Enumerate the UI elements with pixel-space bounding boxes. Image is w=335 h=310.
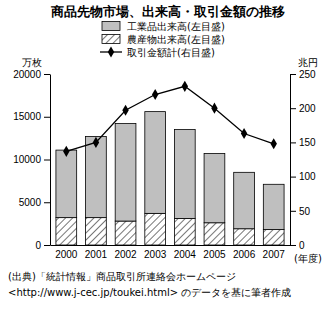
x-tick-label: 2002 — [114, 249, 137, 260]
marker — [211, 103, 217, 114]
y-tick-mark — [44, 245, 50, 246]
source-note: (出典)「統計情報」商品取引所連絡会ホームページ — [8, 271, 236, 282]
y-axis-title: 万枚 — [22, 57, 42, 68]
bar — [56, 218, 77, 245]
x-tick-label: 2000 — [55, 249, 78, 260]
bar — [145, 213, 166, 245]
bar — [174, 218, 195, 245]
x-tick: 2007 — [263, 245, 286, 260]
marker — [93, 137, 99, 148]
x-tick: 2003 — [144, 245, 167, 260]
y2-tick-mark — [290, 245, 296, 246]
x-axis-line — [51, 245, 291, 246]
x-tick-label: 2006 — [233, 249, 256, 260]
y2-tick-label: 150 — [299, 137, 316, 148]
x-tick: 2000 — [55, 245, 78, 260]
y-axis-line — [50, 75, 51, 246]
y2-tick-label: 50 — [299, 206, 311, 217]
chart: 商品先物市場、出来高・取引金額の推移万枚 兆円 0 5000 10000 15000 200… — [0, 0, 335, 310]
y-tick-label: 15000 — [13, 111, 41, 122]
y2-axis: 0 50 100 150 200 250 — [290, 69, 316, 251]
x-tick-label: 2003 — [144, 249, 167, 260]
marker — [241, 128, 247, 139]
y2-tick: 100 — [290, 171, 316, 182]
x-axis: 2000 2001 2002 2003 2004 2005 2006 2007 — [51, 245, 291, 260]
legend-label: 工業品出来高(左目盛) — [127, 21, 225, 32]
bar — [263, 230, 284, 245]
bar — [174, 130, 195, 219]
x-tick: 2005 — [203, 245, 226, 260]
marker — [270, 138, 276, 149]
y2-axis-line — [290, 75, 291, 246]
y2-tick-mark — [290, 74, 296, 75]
y2-tick-mark — [290, 142, 296, 143]
bar — [86, 136, 107, 217]
x-tick: 2002 — [114, 245, 137, 260]
y2-tick: 200 — [290, 103, 316, 114]
bar — [115, 221, 136, 245]
y2-tick-mark — [290, 108, 296, 109]
x-tick: 2001 — [85, 245, 108, 260]
y2-tick: 150 — [290, 137, 316, 148]
bar — [234, 229, 255, 245]
x-tick-label: 2004 — [174, 249, 197, 260]
bar — [263, 184, 284, 229]
x-tick-label: 2001 — [85, 249, 108, 260]
y-tick: 15000 — [13, 111, 50, 122]
y-tick-mark — [44, 74, 50, 75]
line — [66, 86, 273, 151]
legend-marker — [108, 46, 114, 57]
legend-swatch — [102, 35, 120, 44]
y-tick-mark — [44, 202, 50, 203]
y2-tick: 250 — [290, 69, 316, 80]
bar — [234, 172, 255, 228]
y2-tick: 50 — [290, 206, 311, 217]
y-tick-label: 20000 — [13, 69, 41, 80]
bar — [204, 223, 225, 245]
y2-tick-label: 200 — [299, 103, 316, 114]
y-tick: 0 — [35, 240, 50, 251]
title: 商品先物市場、出来高・取引金額の推移 — [50, 4, 285, 19]
x-tick-label: 2005 — [203, 249, 226, 260]
y2-tick-label: 250 — [299, 69, 316, 80]
y2-tick-label: 100 — [299, 171, 316, 182]
x-tick-label: 2007 — [263, 249, 286, 260]
bar — [115, 124, 136, 221]
marker — [63, 146, 69, 157]
y-tick-label: 10000 — [13, 154, 41, 165]
marker — [182, 81, 188, 92]
legend-label: 農産物出来高(左目盛) — [127, 34, 225, 45]
legend-swatch — [102, 22, 120, 31]
bar — [86, 218, 107, 245]
bar — [145, 112, 166, 214]
y2-tick-mark — [290, 211, 296, 212]
x-tick: 2006 — [233, 245, 256, 260]
y-tick-mark — [44, 117, 50, 118]
y2-tick-mark — [290, 177, 296, 178]
y2-axis-title: 兆円 — [298, 57, 318, 68]
legend: 工業品出来高(左目盛) 農産物出来高(左目盛) 取引金額計(右目盛) — [100, 21, 225, 58]
source-note: <http://www.j-cec.jp/toukei.html> のデータを基… — [8, 287, 291, 298]
y-tick: 5000 — [19, 197, 50, 208]
legend-label: 取引金額計(右目盛) — [127, 47, 215, 58]
x-tick: 2004 — [174, 245, 197, 260]
y-axis: 0 5000 10000 15000 20000 — [13, 69, 50, 251]
bar — [204, 154, 225, 223]
marker — [152, 89, 158, 100]
x-axis-title: (年度) — [294, 253, 322, 264]
y2-tick-label: 0 — [299, 240, 305, 251]
y-tick-label: 5000 — [19, 197, 42, 208]
y-tick: 10000 — [13, 154, 50, 165]
y-tick-label: 0 — [35, 240, 41, 251]
plot-area — [56, 81, 284, 245]
y-tick: 20000 — [13, 69, 50, 80]
y-tick-mark — [44, 160, 50, 161]
bar — [56, 150, 77, 218]
y2-tick: 0 — [290, 240, 305, 251]
marker — [122, 105, 128, 116]
